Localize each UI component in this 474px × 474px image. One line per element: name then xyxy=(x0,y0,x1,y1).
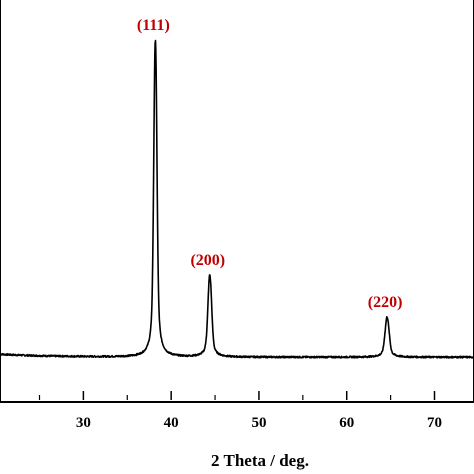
x-axis-ticks: 30 40 50 60 70 xyxy=(38,391,442,431)
x-tick-label: 70 xyxy=(427,415,442,431)
x-tick-label: 50 xyxy=(251,415,266,431)
peak-label: (111) xyxy=(137,17,170,34)
diffraction-pattern-line xyxy=(0,39,474,359)
peak-label: (220) xyxy=(368,294,403,311)
x-tick-label: 60 xyxy=(339,415,354,431)
peak-label: (200) xyxy=(190,252,225,269)
x-axis-title: 2 Theta / deg. xyxy=(211,451,309,470)
x-tick-label: 30 xyxy=(76,415,91,431)
plot-frame xyxy=(0,0,474,403)
x-tick-label: 40 xyxy=(164,415,179,431)
peak-labels: (111) (200) (220) xyxy=(137,17,403,311)
